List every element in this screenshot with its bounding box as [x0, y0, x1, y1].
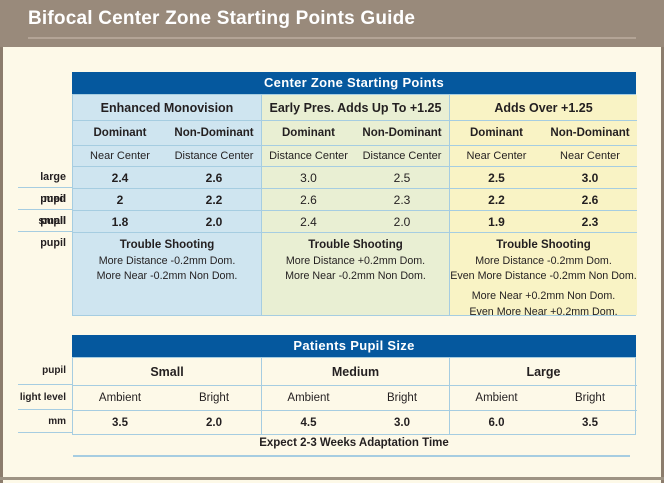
- value-cell: 3.0: [543, 167, 637, 189]
- eye-header: Dominant: [261, 121, 355, 146]
- troubleshooting-line: Even More Distance -0.2mm Non Dom.: [450, 270, 637, 283]
- mm-value: 3.5: [582, 416, 598, 429]
- row-label-light-level: light level: [18, 385, 72, 410]
- eye-header: Dominant: [449, 121, 543, 146]
- zone-header: Near Center: [73, 146, 167, 167]
- troubleshooting-line: More Near -0.2mm Non Dom.: [96, 270, 238, 283]
- page-title: Bifocal Center Zone Starting Points Guid…: [28, 8, 416, 29]
- title-underline: [28, 37, 636, 39]
- row-label-pupil: pupil: [18, 357, 72, 385]
- center-zone-table: Center Zone Starting Points Enhanced Mon…: [72, 72, 637, 318]
- group-header-early-pres: Early Pres. Adds Up To +1.25: [261, 95, 449, 121]
- troubleshooting-line: More Near -0.2mm Non Dom.: [285, 270, 426, 283]
- value-cell: 2.4: [261, 211, 355, 233]
- zone-header: Distance Center: [355, 146, 449, 167]
- footer-underline: [73, 455, 630, 457]
- mm-value: 6.0: [449, 411, 543, 434]
- row-label-small-pupil: small pupil: [18, 210, 72, 249]
- light-level-header: Ambient: [449, 386, 543, 411]
- troubleshooting-line: Even More Near +0.2mm Dom.: [469, 305, 618, 318]
- zone-header: Distance Center: [261, 146, 355, 167]
- troubleshooting-line: More Distance +0.2mm Dom.: [285, 255, 426, 267]
- page-bottom-edge: [0, 477, 664, 480]
- troubleshooting-title: Trouble Shooting: [308, 239, 403, 251]
- pupil-size-large: Large: [449, 358, 637, 386]
- pupil-size-table: Patients Pupil Size Small Medium Large A…: [72, 335, 637, 435]
- pupil-size-medium: Medium: [261, 358, 449, 386]
- value-cell: 2.0: [355, 211, 449, 233]
- zone-header: Near Center: [449, 146, 543, 167]
- pupil-size-small: Small: [73, 358, 261, 386]
- value-cell: 2.6: [261, 189, 355, 211]
- row-label-large-pupil: large pupil: [18, 166, 72, 205]
- mm-value: 3.5: [112, 416, 128, 429]
- group-header-adds-over: Adds Over +1.25: [449, 95, 637, 121]
- zone-header: Near Center: [543, 146, 637, 167]
- troubleshooting-line: More Near +0.2mm Non Dom.: [471, 290, 616, 303]
- title-bar: Bifocal Center Zone Starting Points Guid…: [0, 0, 664, 47]
- value-cell: 2: [73, 189, 167, 211]
- troubleshooting-line: More Distance -0.2mm Dom.: [475, 255, 612, 267]
- value-cell: 2.0: [167, 211, 261, 233]
- value-cell: 1.9: [449, 211, 543, 233]
- troubleshooting-early-pres: Trouble Shooting More Distance +0.2mm Do…: [261, 233, 449, 315]
- troubleshooting-enhanced-monovision: Trouble Shooting More Distance -0.2mm Do…: [73, 233, 261, 315]
- eye-header: Non-Dominant: [167, 121, 261, 146]
- center-zone-grid: Enhanced Monovision Early Pres. Adds Up …: [72, 94, 637, 318]
- value-cell: 3.0: [261, 167, 355, 189]
- value-cell: 2.2: [449, 189, 543, 211]
- pupil-size-grid: Small Medium Large Ambient Bright Ambien…: [72, 357, 637, 435]
- troubleshooting-title: Trouble Shooting: [119, 239, 215, 251]
- light-level-header: Ambient: [73, 386, 167, 411]
- light-level-header: Bright: [355, 386, 449, 411]
- eye-header: Non-Dominant: [543, 121, 637, 146]
- light-level-header: Bright: [167, 386, 261, 411]
- zone-header: Distance Center: [167, 146, 261, 167]
- value-cell: 2.6: [543, 189, 637, 211]
- eye-header: Dominant: [73, 121, 167, 146]
- value-cell: 1.8: [73, 211, 167, 233]
- adaptation-time-note: Expect 2-3 Weeks Adaptation Time: [259, 437, 449, 449]
- value-cell: 2.2: [167, 189, 261, 211]
- pupil-size-table-title: Patients Pupil Size: [72, 335, 636, 357]
- light-level-header: Ambient: [261, 386, 355, 411]
- row-label-mm: mm: [18, 410, 72, 433]
- page-left-edge: [0, 47, 3, 483]
- mm-value: 2.0: [206, 416, 222, 429]
- page-right-edge: [661, 47, 664, 483]
- value-cell: 2.5: [449, 167, 543, 189]
- value-cell: 2.3: [355, 189, 449, 211]
- eye-header: Non-Dominant: [355, 121, 449, 146]
- mm-value: 4.5: [261, 411, 355, 434]
- group-header-enhanced-monovision: Enhanced Monovision: [73, 95, 261, 121]
- mm-value: 3.0: [394, 416, 410, 429]
- troubleshooting-line: More Distance -0.2mm Dom.: [98, 255, 236, 267]
- value-cell: 2.4: [73, 167, 167, 189]
- row-label-med-pupil: med pupil: [18, 188, 72, 227]
- value-cell: 2.6: [167, 167, 261, 189]
- value-cell: 2.3: [543, 211, 637, 233]
- troubleshooting-adds-over: Trouble Shooting More Distance -0.2mm Do…: [449, 233, 637, 318]
- light-level-header: Bright: [543, 386, 637, 411]
- troubleshooting-title: Trouble Shooting: [496, 239, 591, 251]
- center-zone-table-title: Center Zone Starting Points: [72, 72, 636, 94]
- value-cell: 2.5: [355, 167, 449, 189]
